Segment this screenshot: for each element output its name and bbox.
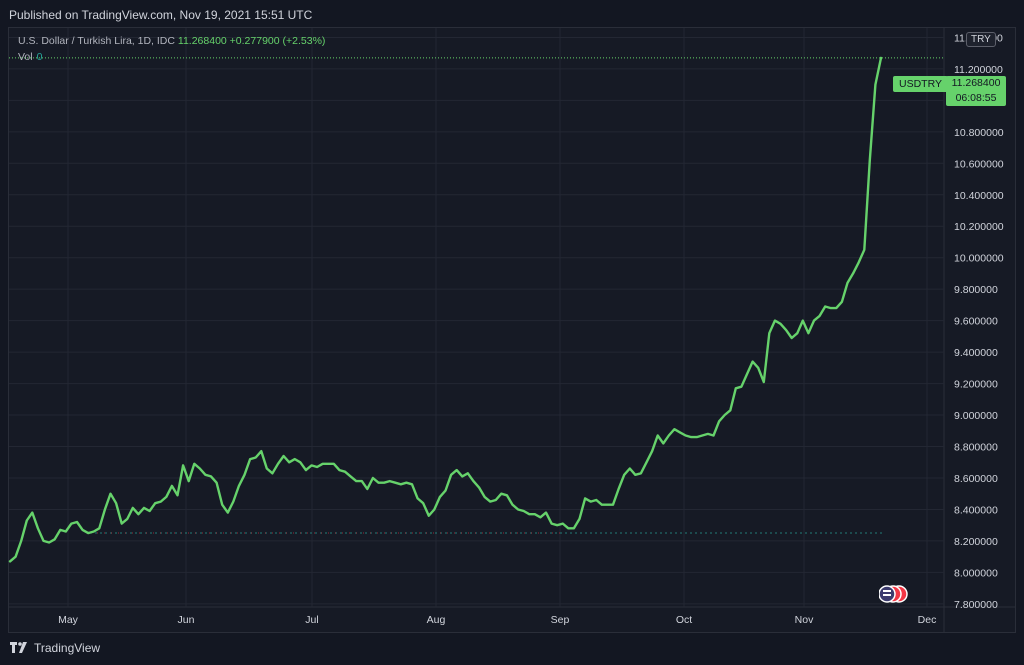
y-tick-label: 10.000000 [954, 253, 1004, 265]
y-tick-label: 8.600000 [954, 473, 998, 485]
brand-name: TradingView [34, 641, 101, 655]
symbol-price-tag: USDTRY [893, 76, 948, 92]
x-tick-label: Jun [178, 614, 195, 626]
y-tick-label: 10.600000 [954, 158, 1004, 170]
last-price: 11.268400 [177, 35, 227, 47]
published-text: Published on TradingView.com, Nov 19, 20… [9, 8, 313, 22]
x-tick-label: Aug [427, 614, 446, 626]
volume-legend: Vol 0 [18, 51, 42, 63]
y-tick-label: 9.400000 [954, 347, 998, 359]
x-tick-label: May [58, 614, 79, 626]
symbol-title[interactable]: U.S. Dollar / Turkish Lira, 1D, IDC [18, 35, 175, 47]
currency-badge[interactable]: TRY [966, 32, 996, 47]
y-tick-label: 9.000000 [954, 410, 998, 422]
tradingview-logo[interactable]: TradingView [10, 641, 100, 655]
chart-legend: U.S. Dollar / Turkish Lira, 1D, IDC 11.2… [18, 35, 325, 47]
vol-value: 0 [36, 51, 43, 63]
x-tick-label: Nov [795, 614, 814, 626]
x-tick-label: Sep [551, 614, 570, 626]
x-tick-label: Oct [676, 614, 692, 626]
x-tick-label: Jul [305, 614, 318, 626]
countdown-timer: 06:08:55 [955, 92, 997, 104]
y-tick-label: 8.800000 [954, 442, 998, 454]
y-tick-label: 10.800000 [954, 127, 1004, 139]
y-tick-label: 9.800000 [954, 284, 998, 296]
y-tick-label: 9.200000 [954, 379, 998, 391]
chart-frame [8, 27, 1016, 633]
y-tick-label: 10.400000 [954, 190, 1004, 202]
price-change: +0.277900 (+2.53%) [229, 35, 326, 47]
x-tick-label: Dec [918, 614, 937, 626]
series-line-usdtry [8, 56, 883, 563]
vol-label[interactable]: Vol [18, 51, 33, 63]
y-tick-label: 7.800000 [954, 599, 998, 611]
y-tick-label: 11.200000 [954, 64, 1003, 76]
top-bar: Published on TradingView.com, Nov 19, 20… [0, 0, 1024, 28]
tradingview-logo-icon [10, 642, 27, 653]
y-tick-label: 8.000000 [954, 567, 998, 579]
footer [0, 633, 1024, 665]
economic-events-icon[interactable] [879, 584, 911, 604]
last-price-tag-value: 11.268400 [951, 77, 1001, 89]
last-price-tag: 11.268400 06:08:55 [946, 76, 1006, 106]
y-tick-label: 10.200000 [954, 221, 1004, 233]
y-tick-label: 9.600000 [954, 316, 998, 328]
y-tick-label: 8.200000 [954, 536, 998, 548]
y-tick-label: 8.400000 [954, 504, 998, 516]
